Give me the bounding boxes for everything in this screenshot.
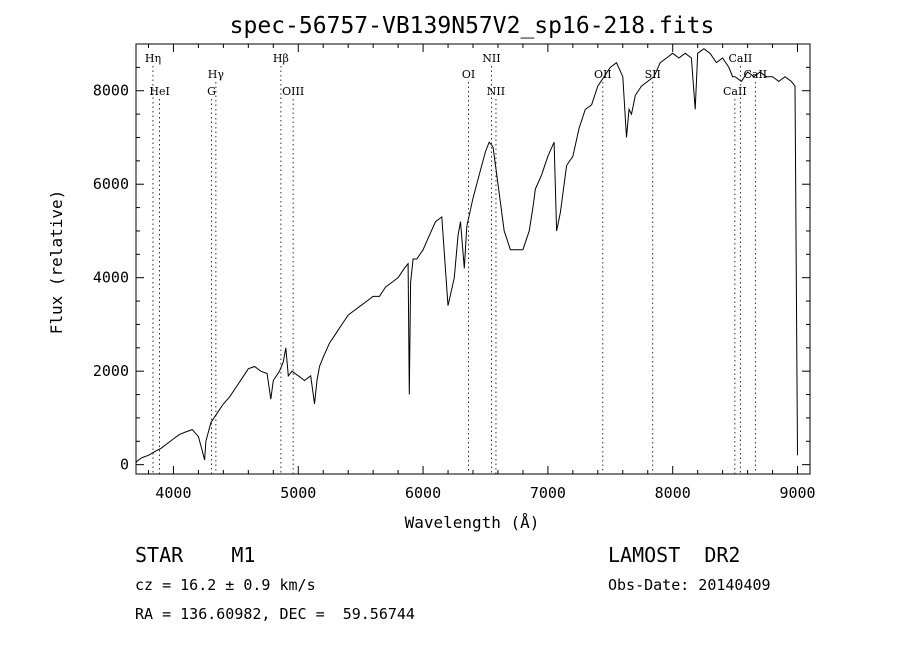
spectral-line-label: NII bbox=[482, 52, 500, 65]
survey-label: LAMOST DR2 bbox=[608, 543, 741, 567]
plot-frame bbox=[135, 43, 811, 475]
spectral-line-label: SII bbox=[645, 68, 661, 81]
x-tick-label: 6000 bbox=[405, 484, 441, 502]
redshift-label: cz = 16.2 ± 0.9 km/s bbox=[135, 576, 316, 594]
spectral-line-label: OI bbox=[462, 68, 475, 81]
x-tick-label: 5000 bbox=[280, 484, 316, 502]
spectral-line-label: CaII bbox=[743, 68, 767, 81]
y-tick-label: 0 bbox=[120, 456, 129, 474]
spectral-line-label: Hγ bbox=[208, 68, 225, 81]
y-tick-label: 8000 bbox=[93, 82, 129, 100]
spectral-line-label: OIII bbox=[282, 85, 304, 98]
spectral-line-label: CaII bbox=[723, 85, 747, 98]
spectral-line-label: CaII bbox=[729, 52, 753, 65]
x-tick-label: 8000 bbox=[655, 484, 691, 502]
x-tick-label: 7000 bbox=[530, 484, 566, 502]
spectral-line-label: NII bbox=[487, 85, 505, 98]
spectral-line-label: HeI bbox=[149, 85, 169, 98]
y-tick-label: 2000 bbox=[93, 362, 129, 380]
obs-date-label: Obs-Date: 20140409 bbox=[608, 576, 771, 594]
x-axis-label: Wavelength (Å) bbox=[405, 513, 540, 532]
x-tick-label: 9000 bbox=[779, 484, 815, 502]
spectral-line-label: G bbox=[207, 85, 216, 98]
chart-title: spec-56757-VB139N57V2_sp16-218.fits bbox=[230, 13, 715, 39]
y-tick-label: 4000 bbox=[93, 269, 129, 287]
spectrum-series-line bbox=[135, 48, 798, 463]
y-tick-label: 6000 bbox=[93, 175, 129, 193]
spectral-line-label: Hη bbox=[145, 52, 161, 65]
coordinates-label: RA = 136.60982, DEC = 59.56744 bbox=[135, 605, 415, 623]
axis-ticks: 4000 5000 6000 7000 8000 9000 0 2000 4000 6000 800… bbox=[93, 44, 816, 502]
x-tick-label: 4000 bbox=[155, 484, 191, 502]
y-axis-label: Flux (relative) bbox=[47, 190, 66, 335]
object-type-label: STAR M1 bbox=[135, 543, 256, 567]
spectral-line-label: Hβ bbox=[273, 52, 289, 65]
